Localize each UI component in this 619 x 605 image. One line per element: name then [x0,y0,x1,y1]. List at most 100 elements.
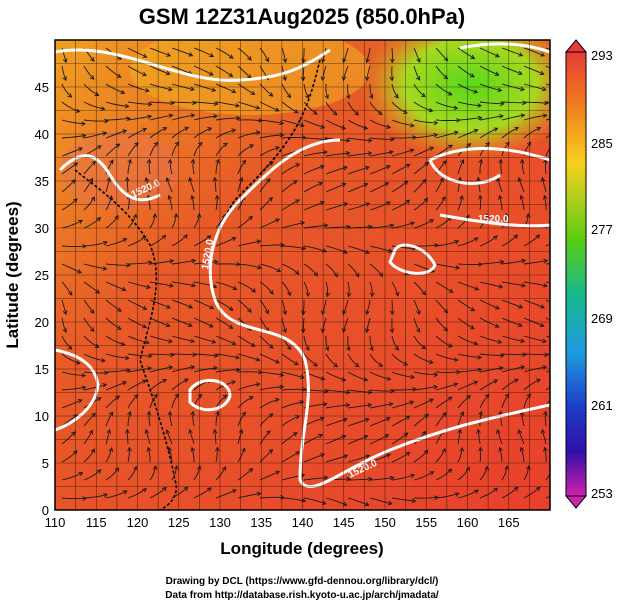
streamline-arrowhead [212,428,218,434]
colorbar-tick-label: 285 [591,136,613,151]
streamline-arrowhead [478,194,483,200]
streamline-arrowhead [477,115,483,121]
streamline-arrowhead [152,465,158,470]
streamline [435,448,446,463]
streamline-arrowhead [513,486,519,492]
streamline [541,177,547,193]
streamline-arrowhead [434,495,439,500]
streamline-arrowhead [365,310,370,316]
streamline [215,411,219,427]
streamline [544,195,547,211]
streamline [145,177,151,193]
x-tick-label: 140 [292,515,314,530]
streamline [523,101,548,104]
streamline [347,83,350,99]
streamline-arrowhead [477,355,483,360]
streamline-arrowhead [459,194,465,200]
streamline [325,389,350,393]
streamline [281,222,305,229]
streamline-arrowhead [214,194,220,200]
streamline-arrowhead [167,194,173,200]
streamline [347,454,370,463]
streamline [342,47,349,63]
streamline-arrowhead [494,323,500,328]
streamline-arrowhead [421,92,426,98]
streamline [501,353,526,356]
streamline-arrowhead [215,158,220,164]
streamline [391,353,408,366]
streamline-arrowhead [208,323,214,328]
contour-line [439,213,550,228]
streamline-arrowhead [455,265,461,270]
streamline [501,486,519,499]
streamline [501,114,525,121]
streamline [127,299,147,310]
y-tick-label: 45 [35,80,49,95]
streamline-arrowhead [190,194,195,200]
streamline-arrowhead [144,428,150,434]
streamline [479,466,488,481]
streamline-arrowhead [78,472,84,477]
streamline-arrowhead [67,345,73,350]
streamline-arrowhead [318,181,324,187]
streamline-arrowhead [300,328,306,334]
streamline [127,317,147,328]
streamline-arrowhead [146,284,151,290]
streamline-arrowhead [394,93,399,99]
streamline-arrowhead [519,158,525,164]
streamline [302,65,305,81]
streamline [237,429,243,445]
streamline-arrowhead [320,453,325,458]
streamline [192,411,195,427]
streamline-arrowhead [342,249,348,254]
streamline-arrowhead [208,71,214,76]
streamline-arrowhead [232,285,238,290]
streamline-arrowhead [346,292,352,298]
streamline-arrowhead [190,338,196,344]
streamline-arrowhead [498,446,503,452]
streamline-arrowhead [161,234,167,240]
streamline [237,160,247,175]
streamline-arrowhead [544,100,549,106]
streamline-arrowhead [276,267,282,272]
streamline-arrowhead [421,430,427,436]
streamline [281,136,306,139]
streamline-arrowhead [389,223,395,229]
streamline [192,159,195,175]
streamline [391,149,414,157]
streamline-arrowhead [389,328,395,334]
streamline [281,451,300,463]
streamline-arrowhead [429,398,434,403]
streamline-arrowhead [403,432,409,437]
streamline-arrowhead [117,307,122,312]
streamline [105,447,113,463]
streamline-arrowhead [73,162,79,167]
streamline-arrowhead [231,380,237,385]
streamline [325,83,329,99]
streamline-arrowhead [169,283,174,288]
streamline-arrowhead [498,194,503,200]
streamline-arrowhead [190,86,195,92]
streamline-arrowhead [235,103,240,108]
streamline-arrowhead [469,73,475,78]
streamline [325,152,350,157]
colorbar-bottom-arrow [564,495,588,509]
streamline [83,430,93,445]
streamline [369,403,393,409]
streamline [193,261,218,265]
streamline-arrowhead [126,263,131,268]
contour-line [428,146,550,185]
streamline-arrowhead [421,290,426,296]
streamline-arrowhead [517,429,523,434]
streamline-arrowhead [388,401,394,407]
streamline-arrowhead [299,399,305,405]
streamline-arrowhead [536,378,541,383]
streamline-arrowhead [454,240,460,245]
streamline-arrowhead [448,144,453,150]
streamline-arrowhead [94,91,100,96]
streamline-arrowhead [459,411,464,417]
streamline [127,394,139,409]
streamline-arrowhead [248,396,254,401]
streamline [457,429,461,445]
streamline [391,119,414,127]
